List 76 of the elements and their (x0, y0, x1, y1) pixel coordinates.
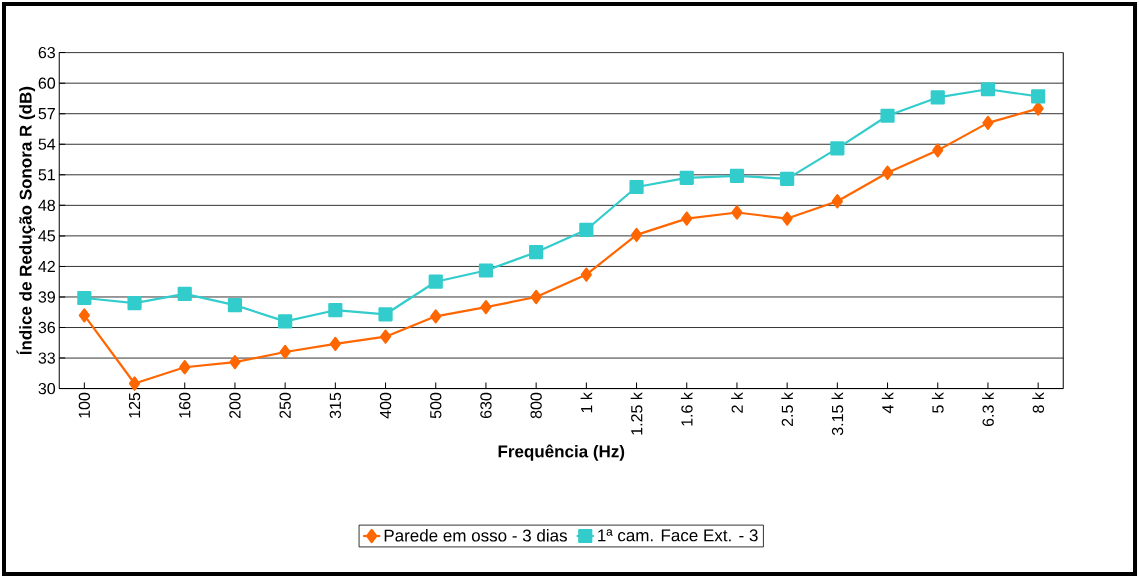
y-tick-label: 30 (38, 382, 56, 395)
point (780, 171, 795, 186)
x-tick-label: 315 (329, 392, 342, 419)
point (729, 168, 745, 183)
y-tick-label: 33 (38, 352, 55, 364)
x-tick-label: 8 k (1032, 392, 1045, 413)
x-tick-label: 200 (229, 392, 241, 419)
point (478, 263, 494, 278)
x-tick-label: 2 k (731, 392, 743, 413)
legend-label: 1ª cam. Face Ext. - 3 (598, 529, 758, 542)
x-tick-label: 1.25 k (630, 392, 643, 435)
y-tick-label: 48 (38, 199, 56, 212)
point (932, 143, 944, 158)
x-tick-label: 630 (480, 392, 492, 419)
point (77, 290, 92, 306)
y-tick-label: 63 (38, 46, 55, 59)
point (128, 376, 141, 391)
x-axis-title: Frequência (Hz) (498, 444, 625, 461)
point (830, 141, 845, 156)
point (831, 194, 843, 209)
point (1031, 89, 1046, 104)
point (629, 179, 644, 195)
legend-label: Parede em osso - 3 dias (384, 529, 567, 542)
point (379, 329, 392, 344)
point (430, 309, 442, 324)
y-axis-title: Índice de Redução Sonora R (dB) (16, 86, 36, 355)
y-tick-label: 51 (38, 169, 55, 181)
point (630, 227, 643, 242)
point (428, 274, 443, 289)
point (279, 344, 291, 360)
point (278, 314, 293, 329)
x-tick-label: 100 (78, 392, 90, 418)
x-tick-label: 4 k (881, 392, 894, 414)
point (229, 355, 241, 370)
x-tick-label: 2.5 k (781, 392, 794, 427)
y-tick-label: 42 (38, 260, 55, 273)
point (681, 211, 693, 226)
point (930, 90, 945, 105)
x-tick-label: 800 (530, 392, 542, 419)
point (529, 245, 544, 260)
x-tick-label: 1.6 k (680, 392, 693, 426)
x-tick-label: 500 (430, 392, 442, 419)
point (480, 300, 492, 315)
x-tick-label: 160 (179, 392, 191, 418)
point (679, 170, 694, 185)
y-tick-label: 60 (38, 77, 56, 89)
point (328, 303, 343, 318)
y-tick-label: 45 (38, 230, 56, 242)
x-tick-label: 5 k (931, 392, 944, 413)
point (580, 267, 592, 282)
x-tick-label: 1 k (580, 392, 593, 413)
point (982, 115, 994, 130)
point (980, 82, 996, 97)
point (78, 308, 90, 323)
point (781, 211, 793, 226)
y-tick-label: 36 (38, 321, 55, 334)
point (881, 165, 894, 180)
y-tick-label: 39 (38, 291, 55, 303)
x-tick-label: 250 (279, 392, 291, 419)
x-tick-label: 3.15 k (831, 392, 844, 436)
y-tick-label: 54 (38, 138, 56, 150)
point (530, 289, 542, 305)
x-tick-label: 125 (128, 392, 141, 418)
point (127, 295, 142, 311)
point (880, 108, 895, 123)
point (731, 205, 743, 220)
x-tick-label: 6.3 k (982, 392, 994, 427)
x-tick-label: 400 (379, 392, 392, 419)
point (177, 286, 192, 302)
point (579, 222, 594, 237)
point (378, 307, 393, 322)
point (1032, 101, 1044, 116)
y-tick-label: 57 (38, 108, 55, 120)
point (179, 360, 191, 375)
point (227, 298, 243, 313)
point (329, 336, 341, 351)
